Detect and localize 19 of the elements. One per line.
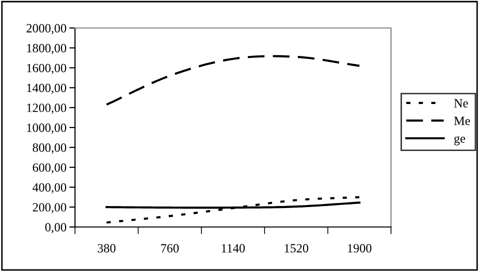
legend-label: Me bbox=[454, 116, 470, 126]
legend-label: ge bbox=[454, 136, 466, 146]
y-tick-label: 1600,00 bbox=[27, 64, 66, 74]
legend-label: Ne bbox=[454, 99, 468, 108]
y-tick-label: 2000,00 bbox=[26, 24, 66, 34]
x-tick-label: 1140 bbox=[222, 244, 245, 252]
y-tick-label: 1000,00 bbox=[27, 124, 66, 134]
x-tick-label: 380 bbox=[98, 244, 116, 252]
y-tick-label: 0,00 bbox=[45, 223, 66, 234]
y-tick-label: 400,00 bbox=[32, 183, 66, 194]
y-tick-label: 1200,00 bbox=[27, 104, 66, 114]
x-tick-label: 1520 bbox=[284, 244, 308, 252]
y-tick-label: 1400,00 bbox=[27, 84, 66, 94]
x-tick-label: 1900 bbox=[348, 244, 372, 252]
y-tick-label: 1800,00 bbox=[27, 44, 66, 54]
y-tick-label: 800,00 bbox=[32, 143, 66, 154]
y-tick-label: 200,00 bbox=[32, 203, 66, 214]
x-tick-label: 760 bbox=[161, 244, 179, 252]
y-tick-label: 600,00 bbox=[32, 163, 66, 174]
